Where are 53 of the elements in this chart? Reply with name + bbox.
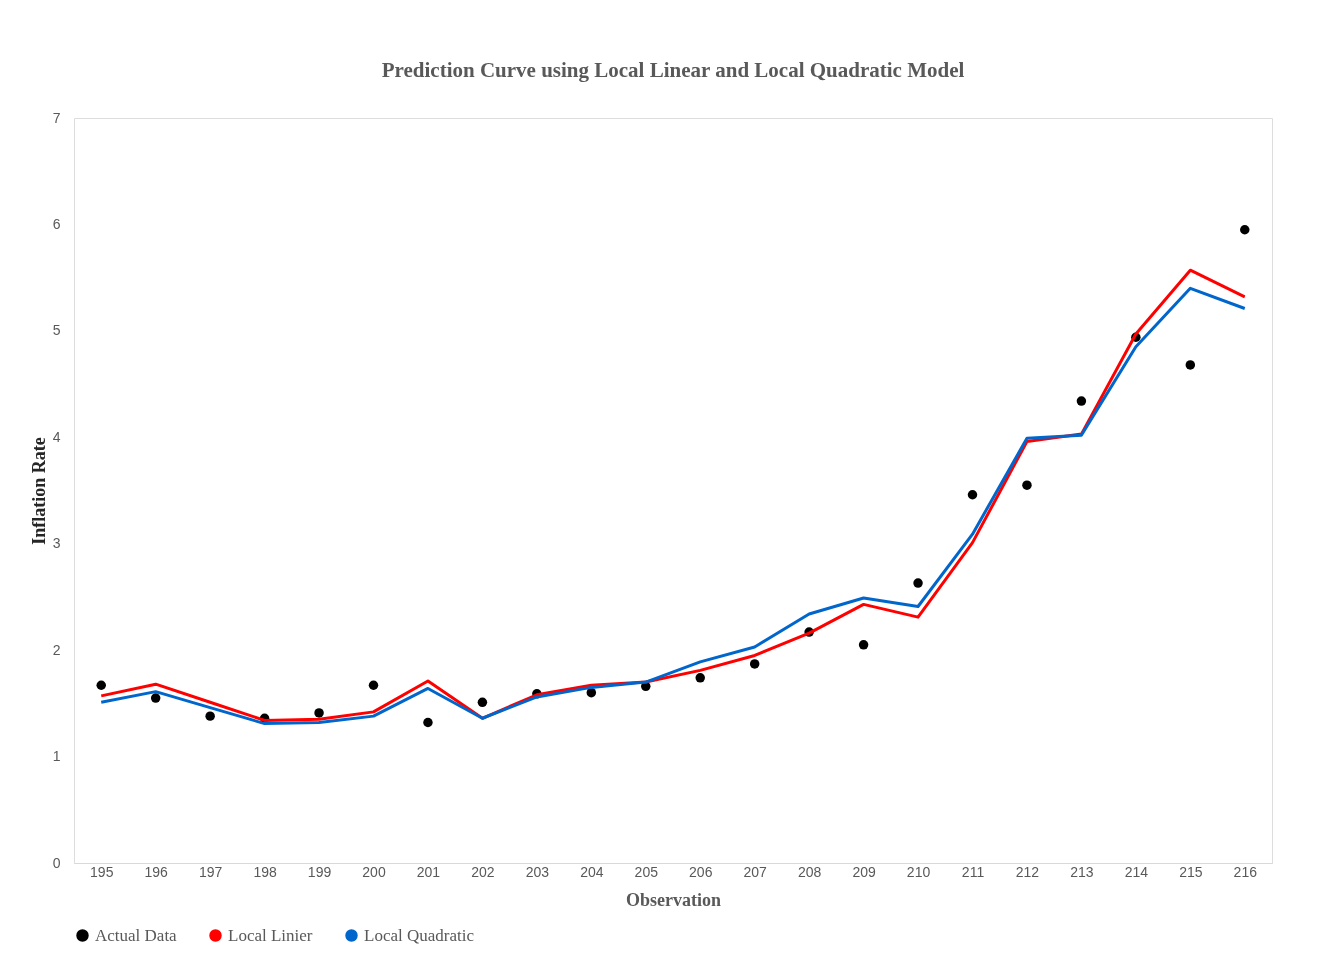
point <box>913 578 923 588</box>
y-tick-label: 5 <box>52 322 61 339</box>
x-tick-label: 209 <box>852 863 876 880</box>
point <box>586 687 597 698</box>
point <box>477 697 488 708</box>
y-tick-label: 6 <box>52 215 61 232</box>
x-tick-label: 201 <box>416 863 441 880</box>
x-tick-label: 195 <box>90 863 114 880</box>
point <box>1185 360 1196 370</box>
point <box>695 673 705 683</box>
x-tick-label: 216 <box>1233 863 1258 880</box>
y-axis-title: Inflation Rate <box>28 437 49 545</box>
x-tick-label: 211 <box>961 863 985 880</box>
x-tick-label: 197 <box>198 863 223 880</box>
legend-label: Local Linier <box>228 925 313 945</box>
x-tick-label: 204 <box>580 863 604 880</box>
x-axis-title: Observation <box>625 889 722 910</box>
x-tick-label: 206 <box>689 863 713 880</box>
point <box>858 640 869 650</box>
point <box>423 717 433 728</box>
x-tick-label: 200 <box>362 863 386 880</box>
point <box>205 711 215 721</box>
legend-label: Actual Data <box>95 925 178 945</box>
x-tick-label: 212 <box>1015 863 1040 880</box>
point <box>368 680 379 690</box>
point <box>967 490 978 500</box>
x-tick-label: 196 <box>144 863 169 880</box>
y-tick-label: 7 <box>52 109 61 126</box>
x-tick-label: 213 <box>1070 863 1094 880</box>
point <box>150 693 161 703</box>
legend-label: Local Quadratic <box>364 925 475 945</box>
point <box>314 708 324 718</box>
point <box>96 680 106 690</box>
point <box>749 659 760 669</box>
y-tick-label: 0 <box>52 854 61 871</box>
x-tick-label: 214 <box>1124 863 1149 880</box>
x-tick-label: 215 <box>1179 863 1203 880</box>
x-tick-label: 199 <box>307 863 332 880</box>
x-tick-label: 208 <box>797 863 822 880</box>
x-tick-label: 205 <box>634 863 659 880</box>
chart-title: Prediction Curve using Local Linear and Local Quadratic Model <box>381 58 965 82</box>
point <box>1022 480 1032 490</box>
y-tick-label: 1 <box>52 748 61 765</box>
x-tick-label: 210 <box>906 863 931 880</box>
x-tick-label: 202 <box>471 863 495 880</box>
y-tick-label: 3 <box>52 535 61 552</box>
x-tick-label: 198 <box>253 863 277 880</box>
y-tick-label: 4 <box>52 428 61 445</box>
x-tick-label: 203 <box>525 863 550 880</box>
y-tick-label: 2 <box>52 641 61 658</box>
x-tick-label: 207 <box>743 863 768 880</box>
point <box>1240 225 1250 235</box>
point <box>1076 396 1087 406</box>
